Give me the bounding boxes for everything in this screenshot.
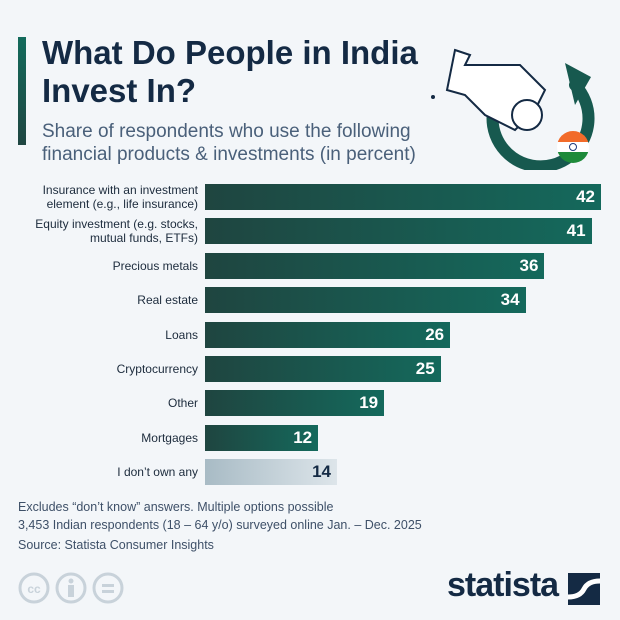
bar: 41 (205, 218, 592, 245)
data-label: 19 (359, 393, 379, 413)
category-label: Insurance with an investment element (e.… (42, 183, 198, 211)
chart-subtitle: Share of respondents who use the followi… (42, 121, 416, 165)
data-label: 36 (519, 255, 539, 275)
statista-logo: statista (447, 566, 559, 604)
source-note: Source: Statista Consumer Insights (18, 538, 214, 552)
svg-text:cc: cc (27, 582, 41, 596)
bar: 25 (205, 356, 441, 382)
category-label: Equity investment (e.g. stocks, mutual f… (35, 217, 198, 246)
footnote-exclusions: Excludes “don’t know” answers. Multiple … (18, 500, 334, 514)
data-label: 12 (293, 427, 313, 447)
bar: 42 (205, 184, 601, 210)
bar: 19 (205, 390, 385, 417)
data-label: 42 (576, 187, 595, 206)
bar: 14 (205, 459, 337, 486)
chart-title: What Do People in India Invest In? (42, 34, 418, 109)
data-label: 26 (425, 324, 445, 344)
category-label: Loans (165, 327, 198, 342)
category-label: Precious metals (112, 258, 198, 273)
data-label: 14 (312, 462, 331, 482)
data-label: 34 (500, 290, 520, 310)
data-label: 41 (566, 221, 586, 241)
by-icon (55, 572, 87, 604)
bar: 36 (205, 252, 545, 279)
bar: 26 (205, 321, 451, 348)
footnote-sample: 3,453 Indian respondents (18 – 64 y/o) s… (18, 518, 422, 532)
category-label: Real estate (137, 293, 198, 308)
statista-logo-icon (568, 573, 600, 605)
accent-bar (18, 37, 26, 145)
nd-icon (92, 572, 124, 604)
category-label: Other (167, 396, 198, 411)
license-icons[interactable]: cc (18, 572, 128, 604)
hand-coin-illustration-icon (431, 48, 595, 170)
bar: 12 (205, 424, 319, 451)
data-label: 25 (415, 359, 435, 378)
bar: 34 (205, 287, 526, 314)
india-flag-icon (557, 131, 589, 163)
category-label: I don’t own any (117, 465, 198, 480)
category-label: Cryptocurrency (116, 362, 198, 376)
cc-icon (18, 572, 50, 604)
category-label: Mortgages (141, 430, 198, 445)
